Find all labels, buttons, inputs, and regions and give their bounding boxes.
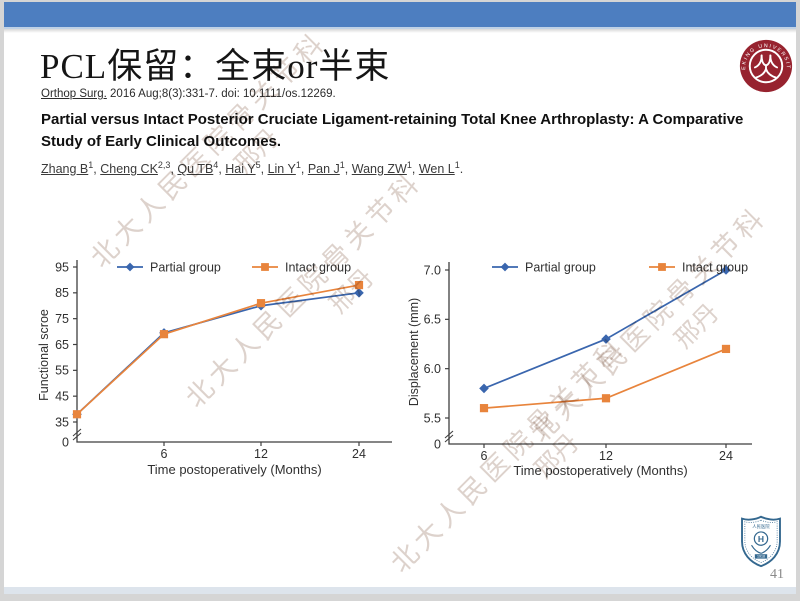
x-tick-label: 12 (254, 447, 268, 461)
author-link[interactable]: Wen L1 (418, 160, 460, 177)
y-axis-label: Displacement (mm) (407, 298, 421, 406)
citation-rest: 2016 Aug;8(3):331-7. doi: 10.1111/os.122… (106, 88, 336, 100)
peoples-hospital-shield-icon: 人民医院 H 1918 (741, 515, 781, 568)
y-tick-label: 35 (55, 415, 69, 429)
author-name: Lin Y (267, 162, 296, 177)
square-marker (601, 394, 611, 403)
author-name: Pan J (307, 162, 340, 177)
legend-label: Intact group (682, 261, 748, 275)
diamond-marker (601, 334, 611, 344)
author-link[interactable]: Hai Y5 (225, 160, 261, 177)
paper-title: Partial versus Intact Posterior Cruciate… (41, 111, 744, 150)
author-affiliation-sup: 5 (255, 160, 261, 170)
y-tick-label: 6.0 (424, 362, 441, 376)
diamond-marker (354, 288, 364, 298)
legend-item: Partial group (492, 261, 596, 275)
diamond-marker (500, 262, 510, 272)
axes (448, 262, 752, 445)
shield-year-text: 1918 (757, 555, 765, 559)
slide: PCL保留：全束or半束 Orthop Surg. 2016 Aug;8(3):… (4, 2, 796, 594)
author-affiliation-sup: 1 (454, 160, 460, 170)
citation: Orthop Surg. 2016 Aug;8(3):331-7. doi: 1… (41, 88, 336, 100)
legend-label: Intact group (285, 261, 351, 275)
axis-break-mark (444, 430, 454, 443)
author-affiliation-sup: 1 (339, 160, 345, 170)
x-tick-label: 6 (481, 449, 488, 463)
author-affiliation-sup: 4 (213, 160, 219, 170)
author-link[interactable]: Qu TB4 (177, 160, 219, 177)
square-marker (159, 330, 169, 339)
y-tick-label: 6.5 (424, 313, 441, 327)
peking-university-seal-icon: PEKING UNIVERSITY (739, 39, 793, 93)
y-tick-label: 55 (55, 364, 69, 378)
y-zero-label: 0 (62, 435, 69, 449)
square-marker (721, 344, 731, 354)
x-tick-label: 12 (599, 449, 613, 463)
author-link[interactable]: Lin Y1 (267, 160, 301, 177)
partial-group-line (483, 269, 727, 390)
square-marker (72, 410, 82, 419)
x-axis-label: Time postoperatively (Months) (513, 463, 687, 478)
author-link[interactable]: Pan J1 (307, 160, 345, 177)
shield-monogram: H (758, 534, 764, 544)
y-tick-label: 85 (55, 286, 69, 300)
page-number: 41 (770, 567, 784, 582)
x-tick-label: 24 (352, 447, 366, 461)
author-name: Hai Y (225, 162, 256, 177)
author-list: Zhang B1, Cheng CK2,3, Qu TB4, Hai Y5, L… (41, 160, 464, 177)
y-tick-label: 65 (55, 338, 69, 352)
footer-bar (4, 587, 796, 594)
y-axis-label: Functional scroe (37, 309, 51, 401)
y-tick-label: 5.5 (424, 411, 441, 425)
y-zero-label: 0 (434, 437, 441, 451)
author-name: Wang ZW (351, 162, 407, 177)
displacement-chart: 5.5 6.0 6.5 7.0 0 6 12 24 Time postoperatively (… (406, 252, 764, 488)
author-affiliation-sup: 1 (406, 160, 412, 170)
y-tick-label: 7.0 (424, 263, 441, 277)
author-affiliation-sup: 1 (295, 160, 301, 170)
author-name: Qu TB (177, 162, 214, 177)
header-shadow (4, 29, 796, 33)
header-bar (4, 2, 796, 29)
axes (76, 260, 392, 443)
legend-item: Intact group (649, 261, 748, 275)
x-axis-label: Time postoperatively (Months) (147, 462, 321, 477)
author-affiliation-sup: 1 (88, 160, 94, 170)
legend-label: Partial group (525, 261, 596, 275)
axis-break-mark (72, 428, 82, 441)
author-link[interactable]: Zhang B1 (41, 160, 94, 177)
page-title: PCL保留：全束or半束 (40, 47, 391, 86)
author-name: Cheng CK (100, 162, 158, 177)
displacement-chart-svg: 5.5 6.0 6.5 7.0 0 6 12 24 Time postoperatively (… (407, 261, 752, 478)
legend-item: Intact group (252, 261, 351, 275)
author-name: Wen L (418, 162, 455, 177)
square-marker (256, 299, 266, 308)
author-link[interactable]: Wang ZW1 (351, 160, 412, 177)
y-tick-label: 95 (55, 260, 69, 274)
functional-score-chart: 35 45 55 65 75 85 95 0 6 12 24 Time postoperatively… (37, 252, 402, 488)
citation-journal-link[interactable]: Orthop Surg. (41, 88, 107, 100)
author-name: Zhang B (41, 162, 89, 177)
square-marker (354, 280, 364, 290)
author-affiliation-sup: 2,3 (157, 160, 171, 170)
diamond-marker (479, 383, 489, 394)
square-marker (261, 263, 269, 271)
y-tick-label: 75 (55, 312, 69, 326)
legend-item: Partial group (117, 261, 221, 275)
diamond-marker (125, 262, 135, 272)
square-marker (479, 404, 489, 413)
shield-top-text: 人民医院 (752, 523, 770, 530)
square-marker (658, 263, 666, 271)
author-link[interactable]: Cheng CK2,3 (100, 160, 171, 177)
y-tick-label: 45 (55, 389, 69, 403)
seal-emblem (753, 54, 779, 79)
partial-group-line (76, 291, 360, 415)
functional-score-chart-svg: 35 45 55 65 75 85 95 0 6 12 24 Time postoperatively… (37, 260, 392, 477)
x-tick-label: 6 (161, 447, 168, 461)
x-tick-label: 24 (719, 449, 733, 463)
intact-group-line (76, 284, 360, 415)
legend-label: Partial group (150, 261, 221, 275)
